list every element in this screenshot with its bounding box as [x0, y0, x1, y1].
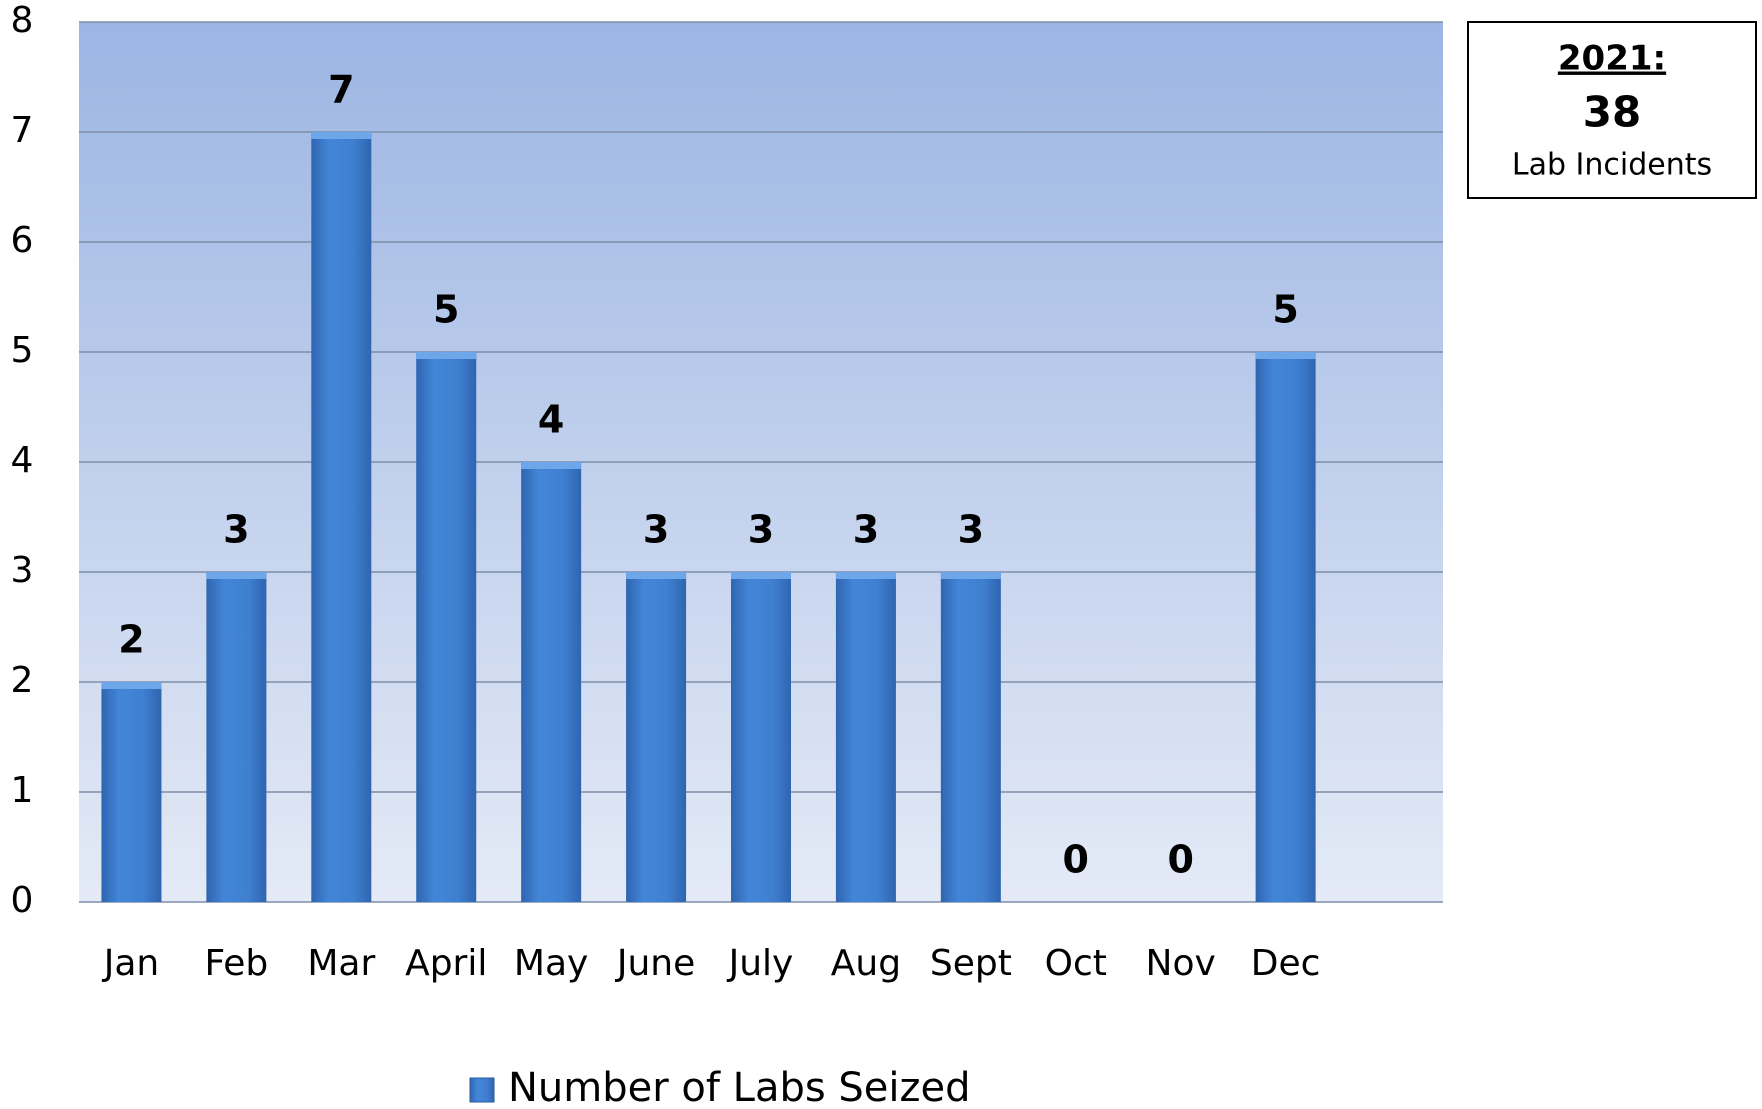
bar — [416, 352, 477, 902]
x-tick-label: Sept — [930, 943, 1012, 984]
bar-cap — [206, 572, 267, 579]
x-tick-label: Aug — [831, 943, 901, 984]
legend-label: Number of Labs Seized — [508, 1065, 971, 1109]
bar-cap — [101, 682, 162, 689]
bar — [1255, 352, 1316, 902]
annotation-box — [1467, 21, 1757, 199]
value-label: 3 — [853, 508, 879, 552]
bar-cap — [521, 462, 582, 469]
value-label: 3 — [958, 508, 984, 552]
x-tick-label: July — [727, 943, 794, 984]
bar — [521, 462, 582, 902]
bar-cap — [311, 132, 372, 139]
x-tick-label: Jan — [102, 943, 160, 984]
value-label: 7 — [328, 68, 354, 112]
y-tick-label: 5 — [11, 330, 34, 371]
y-tick-label: 6 — [11, 220, 34, 261]
bar-cap — [626, 572, 687, 579]
bar — [206, 572, 267, 902]
x-tick-label: June — [615, 943, 695, 984]
bar-cap — [940, 572, 1001, 579]
x-tick-label: Oct — [1045, 943, 1107, 984]
x-tick-label: Dec — [1251, 943, 1321, 984]
y-tick-label: 2 — [11, 660, 34, 701]
annotation-heading: 2021: — [1558, 39, 1666, 79]
value-label: 0 — [1063, 838, 1089, 882]
y-tick-label: 4 — [11, 440, 34, 481]
bar-cap — [731, 572, 791, 579]
value-label: 0 — [1167, 838, 1193, 882]
bar — [626, 572, 687, 902]
y-tick-label: 3 — [11, 550, 34, 591]
x-tick-label: Nov — [1146, 943, 1216, 984]
y-tick-label: 0 — [11, 880, 34, 921]
value-label: 3 — [223, 508, 249, 552]
value-label: 5 — [433, 288, 459, 332]
value-label: 5 — [1272, 288, 1298, 332]
legend-swatch — [469, 1077, 495, 1103]
x-tick-label: April — [405, 943, 487, 984]
y-tick-label: 7 — [11, 110, 34, 151]
y-tick-label: 8 — [11, 0, 34, 41]
annotation-label: Lab Incidents — [1512, 148, 1712, 183]
value-label: 4 — [538, 398, 564, 442]
bar — [731, 572, 791, 902]
bar — [311, 132, 372, 902]
y-tick-label: 1 — [11, 770, 34, 811]
x-tick-label: Mar — [307, 943, 375, 984]
annotation-total: 38 — [1583, 88, 1641, 137]
value-label: 3 — [643, 508, 669, 552]
x-tick-label: May — [514, 943, 588, 984]
bar — [835, 572, 896, 902]
bar — [940, 572, 1001, 902]
value-label: 3 — [748, 508, 774, 552]
x-tick-label: Feb — [205, 943, 269, 984]
bar-cap — [416, 352, 477, 359]
bar-cap — [835, 572, 896, 579]
value-label: 2 — [118, 618, 144, 662]
bar-cap — [1255, 352, 1316, 359]
bar — [101, 682, 162, 902]
